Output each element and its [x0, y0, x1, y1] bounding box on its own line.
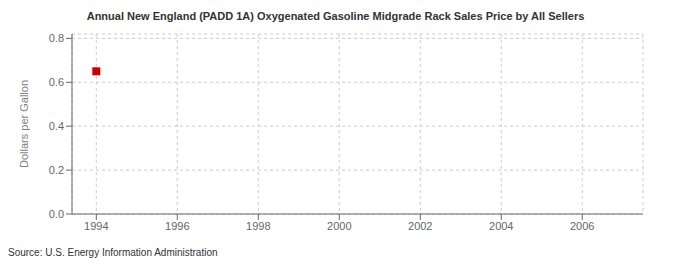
svg-text:0.2: 0.2 [49, 164, 64, 176]
svg-text:2006: 2006 [570, 220, 594, 232]
svg-text:2000: 2000 [327, 220, 351, 232]
svg-text:0.4: 0.4 [49, 120, 64, 132]
svg-text:1994: 1994 [84, 220, 108, 232]
html-text:Annual New England (PADD 1A) O: Annual New England (PADD 1A) Oxygenated … [86, 10, 585, 22]
svg-text:0.6: 0.6 [49, 76, 64, 88]
svg-text:0.8: 0.8 [49, 32, 64, 44]
svg-text:1996: 1996 [165, 220, 189, 232]
svg-text:2004: 2004 [489, 220, 513, 232]
svg-text:0.0: 0.0 [49, 208, 64, 220]
svg-text:Dollars per Gallon: Dollars per Gallon [18, 80, 30, 168]
svg-text:1998: 1998 [246, 220, 270, 232]
html-text:Source: U.S. Energy Informatio: Source: U.S. Energy Information Administ… [8, 247, 218, 258]
svg-text:2002: 2002 [408, 220, 432, 232]
